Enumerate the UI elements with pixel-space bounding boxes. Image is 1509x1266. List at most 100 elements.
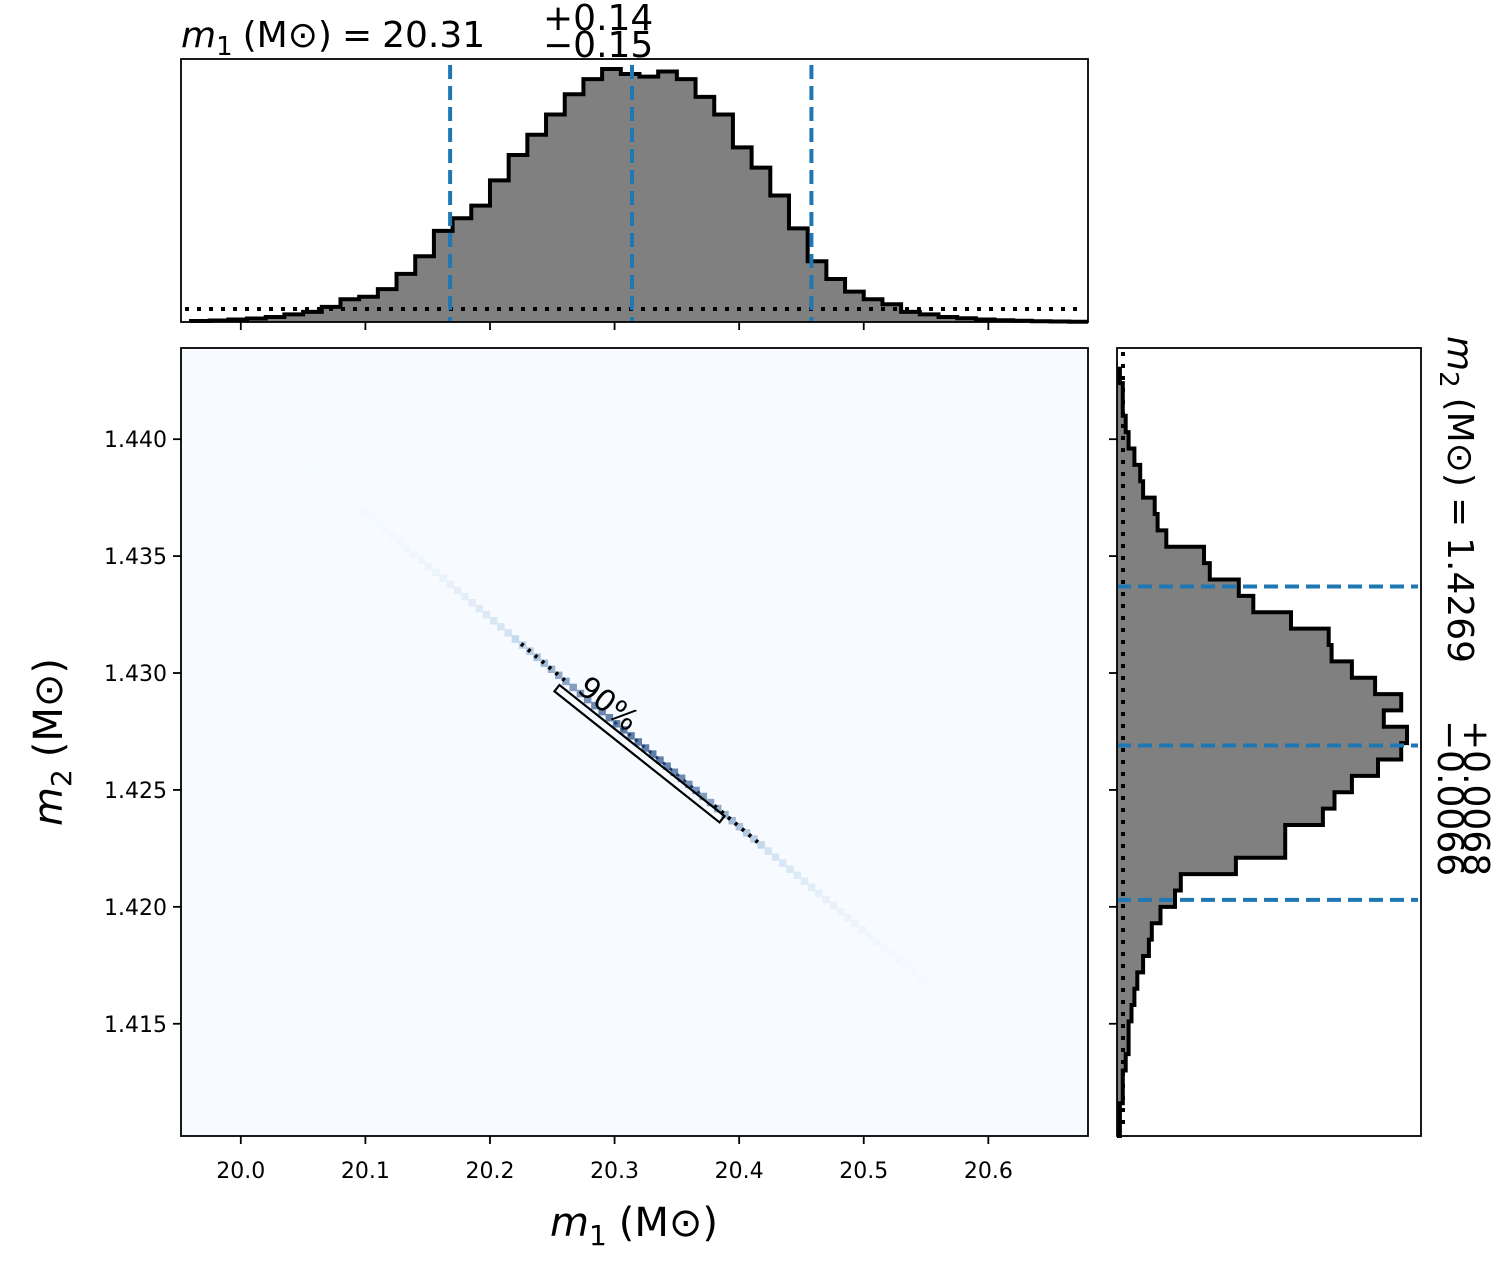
heatmap-cell [677,774,686,783]
heatmap-cell [511,635,520,643]
heatmap-cell [569,683,577,692]
heatmap-cell [330,483,339,492]
heatmap-cell [468,598,476,607]
x-tick-label-1: 20.1 [341,1159,390,1184]
heatmap-cell [294,453,303,462]
x-tick-label-2: 20.2 [465,1159,514,1184]
heatmap-cell [323,477,332,486]
heatmap-cell [858,926,866,934]
heatmap-cell [670,768,679,777]
heatmap-cell [244,411,252,419]
heatmap-cell [439,574,447,583]
heatmap-cell [815,889,823,898]
heatmap-cell [453,586,462,595]
x-tick-label-0: 20.0 [216,1159,265,1184]
right-histogram-fill [1117,366,1407,1136]
y-axis-label: m2(M⊙) [26,658,78,826]
heatmap-cell [692,786,700,795]
heatmap-cell [822,895,830,904]
heatmap-cell [959,1010,968,1019]
heatmap-cell [381,526,390,534]
heatmap-cell [410,550,418,558]
heatmap-cell [634,738,642,746]
right-panel-frame [1116,347,1422,1137]
heatmap-cell [374,520,382,528]
heatmap-cell [620,726,628,734]
heatmap-cell [388,532,397,540]
heatmap-cell [555,671,563,680]
x-tick-label-4: 20.4 [715,1159,764,1184]
heatmap-cell [894,956,903,964]
y-tick-label-1: 1.420 [104,896,167,921]
heatmap-cell [302,459,310,468]
y-tick-label-0: 1.415 [104,1013,167,1038]
y-tick-label-2: 1.425 [104,779,167,804]
heatmap-cell [887,950,895,958]
top-marginal-panel [180,58,1089,330]
heatmap-cell [627,732,635,740]
heatmap-cell [598,707,606,716]
heatmap-cell [482,611,491,619]
heatmap-cell [974,1022,982,1031]
right-marginal-panel [1109,347,1422,1138]
heatmap-cell [403,544,411,552]
heatmap-cell [309,465,317,474]
heatmap-cell [237,405,245,413]
heatmap-cell [750,835,758,843]
heatmap-cell [793,871,801,879]
right-title-minus: −0.0066 [1429,720,1470,876]
heatmap-cell [966,1016,975,1025]
heatmap-cell [605,713,614,722]
y-tick-label-4: 1.435 [104,545,167,570]
heatmap-cell [880,944,888,952]
heatmap-cell [829,901,838,910]
heatmap-cell [251,417,260,425]
heatmap-cell [287,447,296,455]
outer-contour-dots-0 [519,642,567,682]
heatmap-cell [316,471,325,480]
heatmap-cell [345,495,353,504]
heatmap-cell [851,919,859,928]
outer-contour-dots-1 [712,804,760,844]
heatmap-cell [800,877,809,886]
heatmap-cell [280,441,288,449]
heatmap-cell [807,883,816,892]
heatmap-cell [547,665,556,674]
heatmap-cell [952,1004,960,1013]
heatmap-cell [576,689,585,698]
heatmap-cell [916,974,924,982]
heatmap-cell [757,841,765,849]
heatmap-cell [981,1028,989,1037]
heatmap-cell [273,435,281,443]
heatmap-cell [461,592,469,601]
heatmap-cell [923,980,932,989]
heatmap-cell [359,508,368,516]
heatmap-cell [663,762,671,770]
top-title-plus: +0.14 [543,0,653,39]
heatmap-cell [909,968,917,976]
heatmap-cell [728,816,736,825]
joint-panel: 90% 20.0 20.1 20.2 20.3 20.4 20.5 20.61.4151.4… [104,347,1089,1184]
heatmap-cell [764,847,773,855]
inner-contour-dots [613,720,703,797]
heatmap-cell [497,623,505,631]
y-tick-label-5: 1.440 [104,428,167,453]
top-histogram-step [188,67,1088,324]
heatmap-cell [641,744,650,752]
heatmap-cell [786,865,794,873]
heatmap-cell [742,829,751,837]
heatmap-cell [475,604,484,613]
heatmap-cell [735,823,744,831]
heatmap-cell [338,489,346,498]
top-title-minus: −0.15 [543,25,653,66]
heatmap-cell [417,556,426,564]
heatmap-cell [656,756,664,764]
heatmap-cell [699,792,708,801]
right-title-plus: +0.0068 [1455,720,1496,876]
right-panel-title: m2(M⊙)=1.4269 +0.0068 −0.0066 [1429,336,1496,876]
heatmap-cell [258,423,267,431]
heatmap-cell [872,938,881,946]
heatmap-cell [937,992,946,1001]
x-axis-label: m1 (M⊙) [550,1200,718,1252]
